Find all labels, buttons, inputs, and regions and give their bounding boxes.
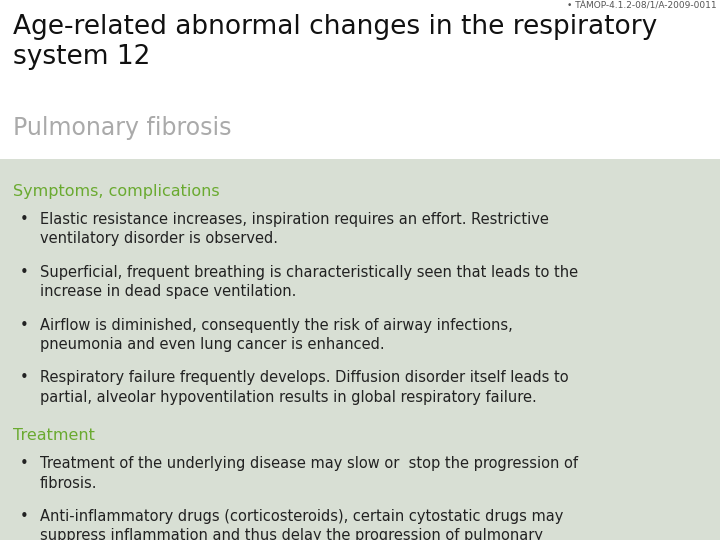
Text: Treatment of the underlying disease may slow or  stop the progression of
fibrosi: Treatment of the underlying disease may …: [40, 456, 577, 490]
Text: Elastic resistance increases, inspiration requires an effort. Restrictive
ventil: Elastic resistance increases, inspiratio…: [40, 212, 549, 246]
Text: Anti-inflammatory drugs (corticosteroids), certain cytostatic drugs may
suppress: Anti-inflammatory drugs (corticosteroids…: [40, 509, 563, 540]
Text: Respiratory failure frequently develops. Diffusion disorder itself leads to
part: Respiratory failure frequently develops.…: [40, 370, 568, 405]
Text: • TÁMOP-4.1.2-08/1/A-2009-0011: • TÁMOP-4.1.2-08/1/A-2009-0011: [567, 1, 716, 10]
Text: •: •: [20, 318, 29, 333]
Text: •: •: [20, 212, 29, 227]
Text: Superficial, frequent breathing is characteristically seen that leads to the
inc: Superficial, frequent breathing is chara…: [40, 265, 577, 299]
Text: •: •: [20, 509, 29, 524]
Text: Airflow is diminished, consequently the risk of airway infections,
pneumonia and: Airflow is diminished, consequently the …: [40, 318, 513, 352]
Text: Pulmonary fibrosis: Pulmonary fibrosis: [13, 117, 231, 140]
Text: Treatment: Treatment: [13, 428, 95, 443]
Text: •: •: [20, 370, 29, 386]
FancyBboxPatch shape: [0, 0, 720, 159]
Text: Age-related abnormal changes in the respiratory
system 12: Age-related abnormal changes in the resp…: [13, 14, 657, 71]
Text: •: •: [20, 456, 29, 471]
Text: Symptoms, complications: Symptoms, complications: [13, 184, 220, 199]
Text: •: •: [20, 265, 29, 280]
